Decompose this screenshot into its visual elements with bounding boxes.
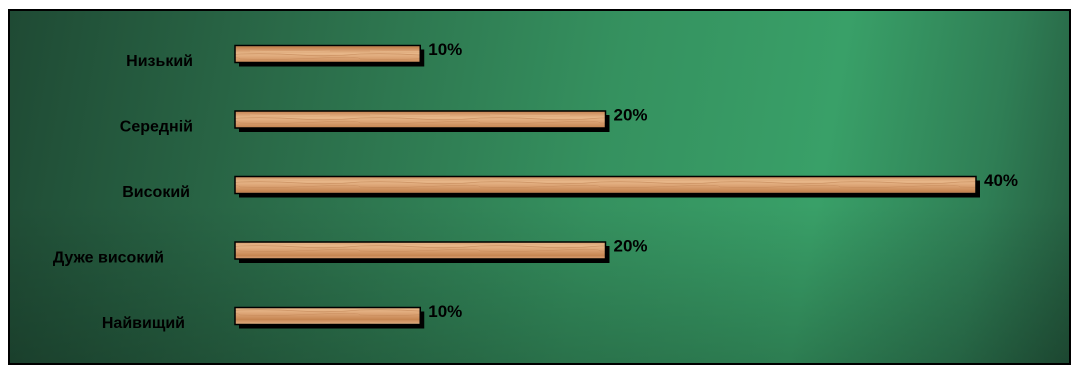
category-label: Середній [120,119,193,136]
bar [234,110,607,129]
category-label: Низький [126,53,193,70]
bar [234,241,607,260]
value-label: 40% [984,171,1018,190]
category-label: Високий [122,184,190,201]
category-label: Найвищий [102,315,185,332]
bar [234,44,421,64]
value-label: 20% [614,237,648,256]
bar [234,306,421,326]
value-label: 20% [614,106,648,125]
category-label: Дуже високий [53,250,164,267]
value-label: 10% [428,40,462,59]
value-label: 10% [428,302,462,321]
bar [234,175,977,195]
